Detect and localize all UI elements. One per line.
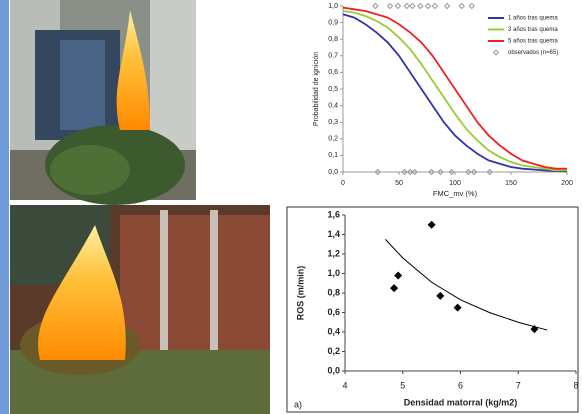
data-point — [436, 291, 445, 300]
annotation: a) — [294, 399, 302, 409]
y-tick-label: 0,2 — [328, 136, 338, 143]
observed-point — [437, 168, 444, 176]
y-tick-label: 0,4 — [328, 102, 338, 109]
y-tick-label: 1,4 — [327, 229, 340, 239]
observed-point — [470, 168, 478, 176]
x-tick-label: 200 — [561, 180, 573, 187]
y-tick-label: 0,6 — [328, 69, 338, 76]
observed-point — [406, 168, 414, 176]
y-tick-label: 0,7 — [328, 53, 338, 60]
x-axis-label: FMC_mv (%) — [433, 189, 478, 198]
observed-point — [411, 168, 418, 176]
y-tick-label: 0,1 — [328, 152, 338, 159]
side-strip — [0, 0, 9, 414]
x-tick-label: 4 — [342, 380, 347, 390]
observed-point — [428, 168, 435, 176]
y-tick-label: 0,8 — [328, 36, 338, 43]
observed-point — [386, 2, 394, 10]
y-tick-label: 0,4 — [327, 326, 340, 336]
trend-line — [385, 239, 548, 331]
y-tick-label: 0,8 — [327, 287, 340, 297]
chart-frame — [286, 206, 579, 413]
curve — [342, 6, 567, 170]
observed-point — [443, 2, 451, 10]
y-tick-label: 1,2 — [327, 248, 340, 258]
observed-point — [424, 2, 432, 10]
observed-point — [403, 2, 411, 10]
observed-point — [372, 2, 379, 10]
x-tick-label: 6 — [458, 380, 463, 390]
data-point — [453, 303, 462, 312]
x-tick-label: 100 — [449, 180, 461, 187]
y-tick-label: 0,5 — [328, 86, 338, 93]
y-tick-label: 0,6 — [327, 307, 340, 317]
y-tick-label: 0,0 — [327, 365, 340, 375]
legend-marker — [492, 49, 500, 56]
data-point — [427, 220, 436, 229]
curve — [342, 10, 567, 172]
legend-label: 1 años tras quema — [508, 16, 558, 22]
x-tick-label: 5 — [400, 380, 405, 390]
observed-point — [458, 2, 465, 10]
observed-point — [401, 168, 408, 176]
data-point — [390, 284, 399, 293]
observed-point — [417, 2, 424, 10]
observed-point — [465, 168, 472, 176]
y-tick-label: 0,3 — [328, 119, 338, 126]
legend-label: 5 años tras quema — [508, 39, 558, 45]
x-tick-label: 50 — [395, 180, 403, 187]
observed-point — [486, 168, 493, 176]
legend-label: 3 años tras quema — [508, 27, 558, 33]
observed-point — [448, 168, 455, 176]
x-tick-label: 150 — [505, 180, 517, 187]
y-tick-label: 0,2 — [327, 346, 340, 356]
observed-point — [468, 2, 476, 10]
x-axis-label: Densidad matorral (kg/m2) — [404, 397, 518, 407]
observed-point — [374, 168, 381, 176]
curve — [342, 13, 568, 173]
observed-point — [394, 2, 402, 10]
photo-bottom — [10, 205, 270, 414]
photo-top — [10, 0, 196, 205]
y-axis-label: Probabilidad de ignición — [313, 52, 320, 126]
x-tick-label: 8 — [573, 380, 578, 390]
y-axis-label: ROS (m/min) — [295, 266, 305, 321]
y-tick-label: 1,0 — [327, 268, 340, 278]
y-tick-label: 0,0 — [328, 169, 338, 176]
observed-point — [409, 2, 416, 10]
legend-label: observados (n=65) — [508, 50, 558, 56]
data-point — [394, 271, 403, 280]
data-point — [530, 325, 539, 334]
y-tick-label: 1,6 — [327, 209, 340, 219]
y-tick-label: 0,9 — [328, 19, 338, 26]
observed-point — [431, 2, 439, 10]
x-tick-label: 7 — [516, 380, 521, 390]
x-tick-label: 0 — [341, 180, 345, 187]
y-tick-label: 1,0 — [328, 3, 338, 10]
